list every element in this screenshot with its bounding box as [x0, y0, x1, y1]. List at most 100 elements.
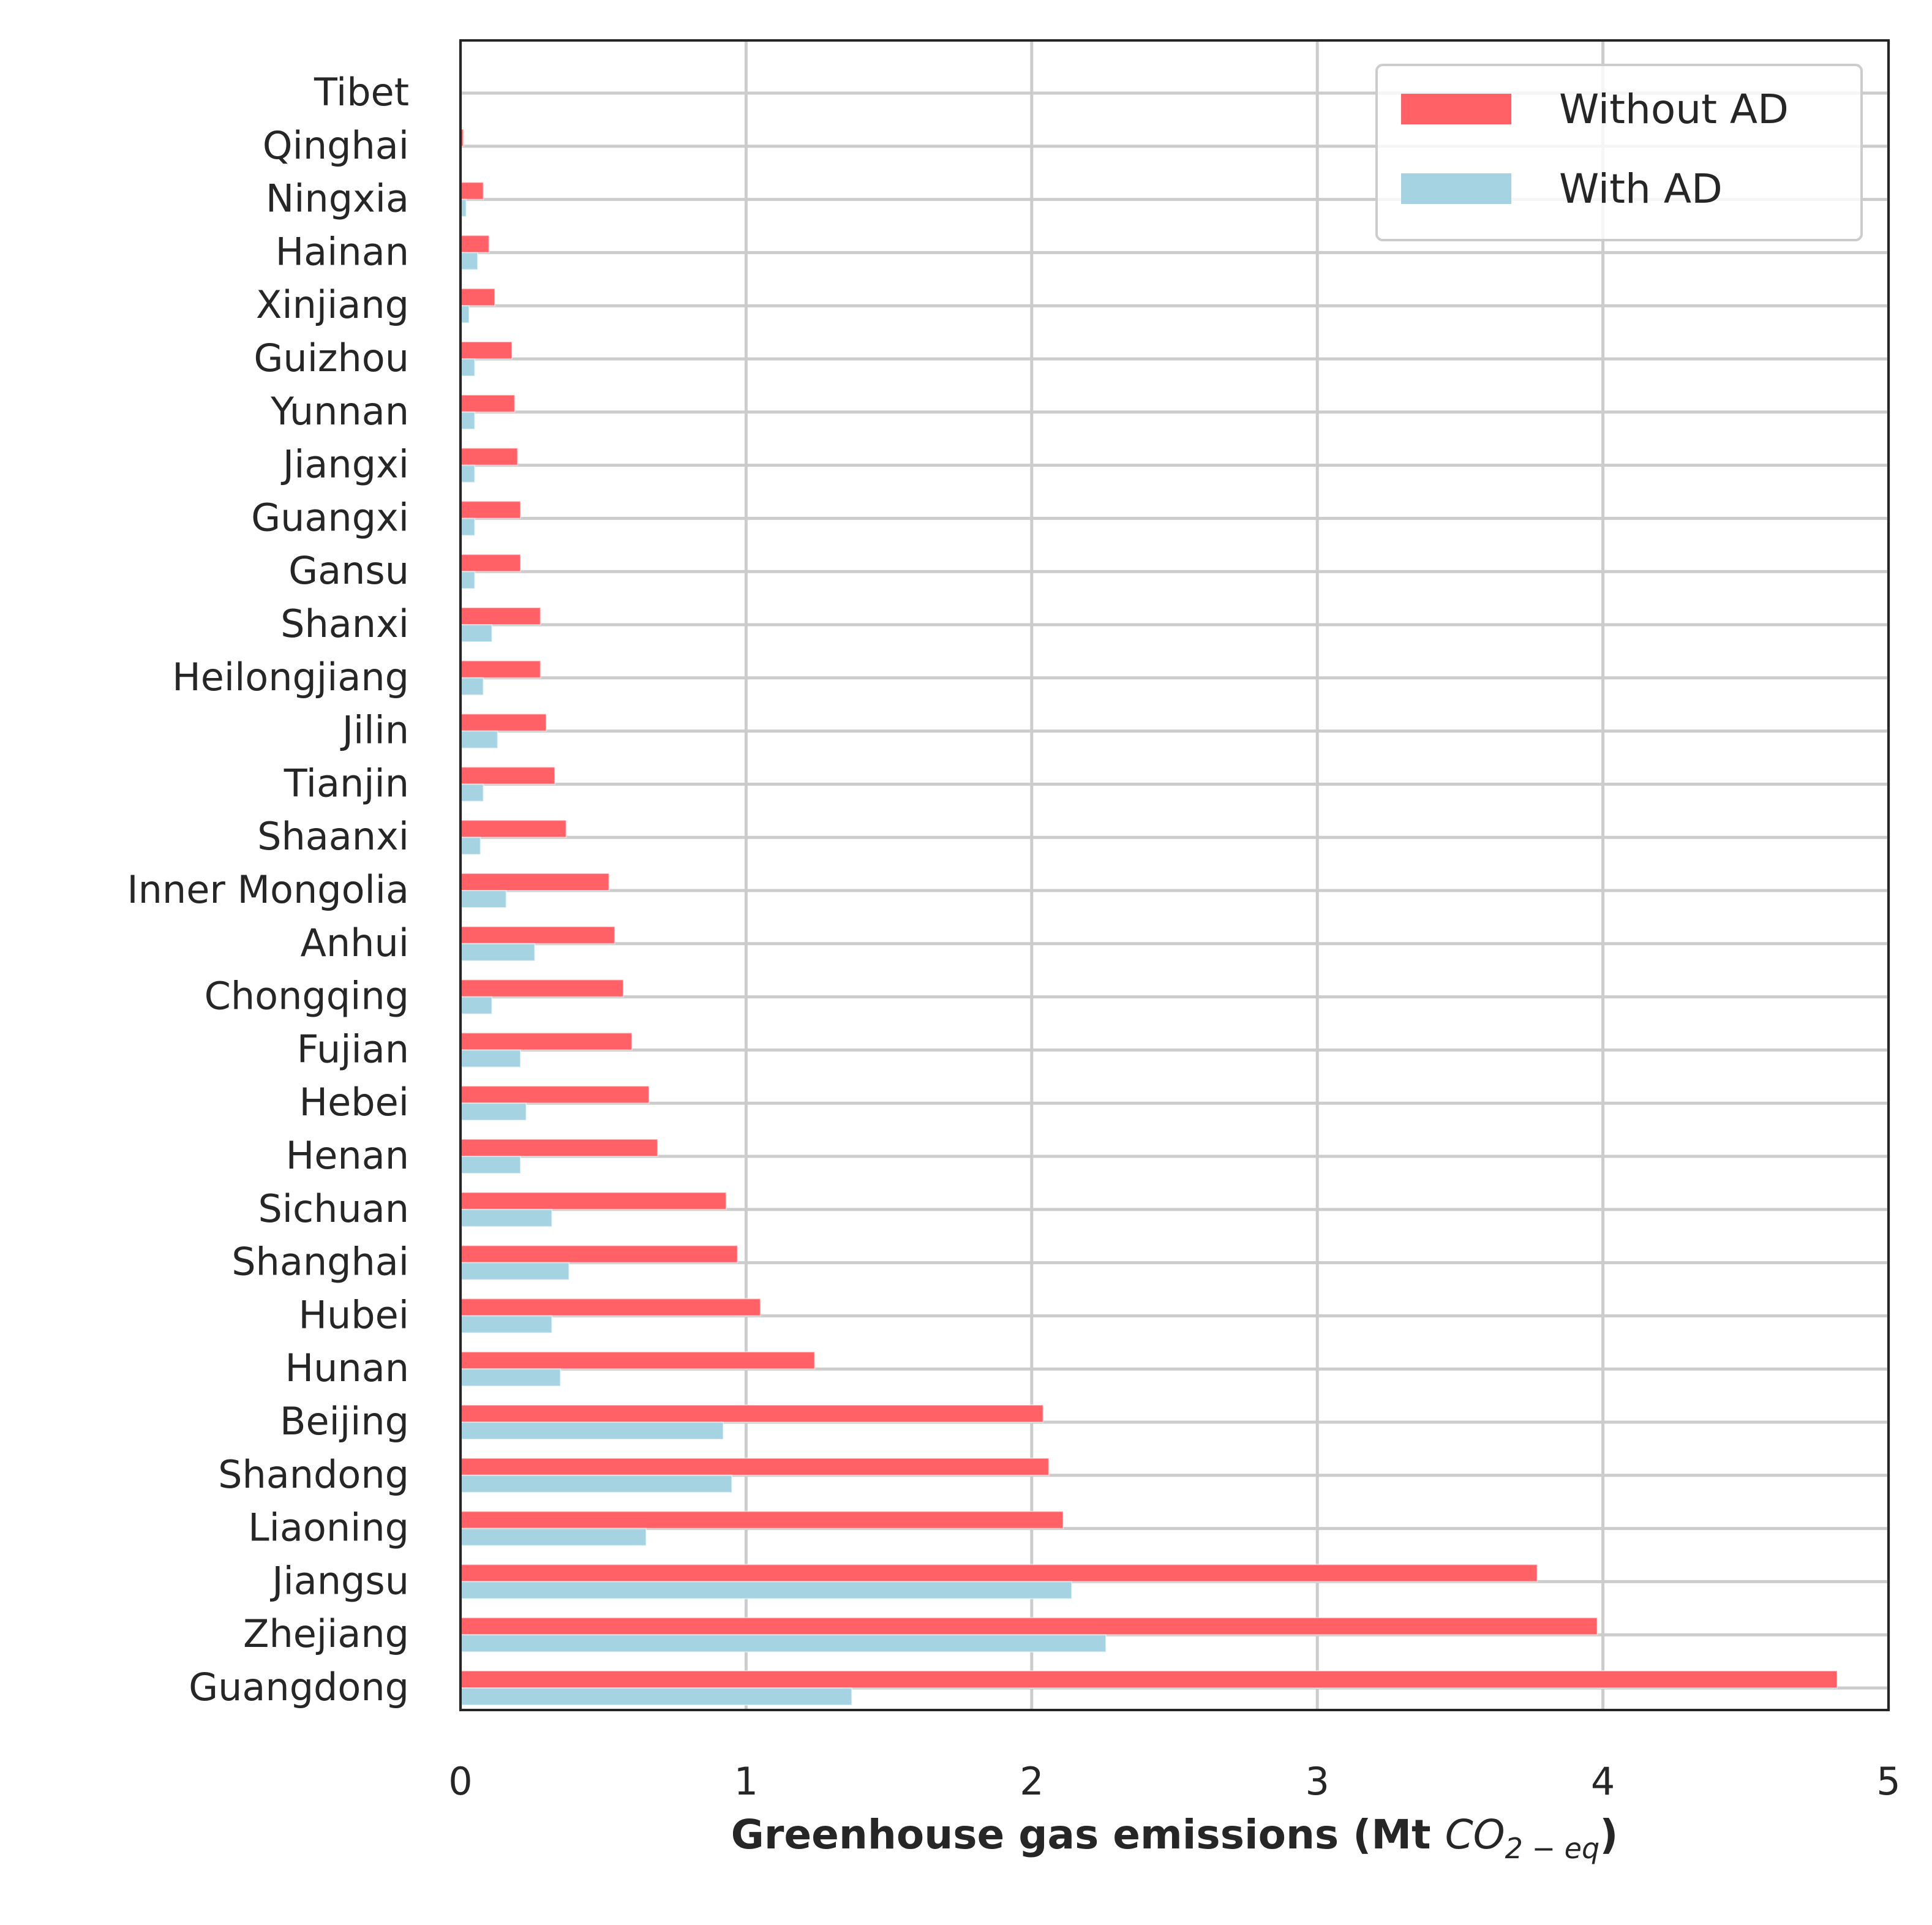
bar-without-ad — [460, 1191, 727, 1210]
category-label: Tianjin — [284, 761, 409, 805]
bar-with-ad — [460, 890, 507, 908]
bar-with-ad — [460, 1315, 553, 1334]
bar-with-ad — [460, 730, 498, 749]
category-label: Jilin — [340, 708, 409, 753]
category-label: Henan — [286, 1133, 409, 1178]
plot-frame — [459, 39, 1890, 1711]
x-tick-label: 2 — [1020, 1759, 1043, 1804]
bar-without-ad — [460, 181, 484, 200]
bar-with-ad — [460, 571, 476, 590]
bar-without-ad — [460, 1139, 658, 1157]
bar-without-ad — [460, 1085, 650, 1104]
x-tick-label: 1 — [734, 1759, 758, 1804]
bar-without-ad — [460, 979, 624, 998]
legend-swatch-with-ad — [1401, 173, 1511, 204]
bar-with-ad — [460, 783, 484, 802]
category-label: Fujian — [297, 1027, 409, 1071]
category-label: Hainan — [276, 229, 409, 274]
category-label: Liaoning — [248, 1505, 409, 1550]
legend-label-without-ad: Without AD — [1559, 86, 1789, 133]
category-label: Anhui — [300, 921, 409, 965]
bar-with-ad — [460, 518, 476, 537]
x-tick-labels: 0 1 2 3 4 5 — [448, 1759, 1900, 1804]
bar-without-ad — [460, 1032, 633, 1051]
bar-with-ad — [460, 677, 484, 696]
category-label: Hunan — [285, 1346, 410, 1390]
category-label: Guangxi — [251, 495, 409, 540]
bar-with-ad — [460, 1687, 852, 1706]
bar-without-ad — [460, 1245, 739, 1264]
bar-with-ad — [460, 1581, 1073, 1600]
bar-without-ad — [460, 500, 521, 519]
category-label: Qinghai — [263, 123, 409, 168]
category-label: Zhejiang — [243, 1611, 409, 1656]
bar-with-ad — [460, 943, 536, 962]
category-label: Tibet — [314, 70, 409, 115]
bar-without-ad — [460, 873, 610, 891]
bar-with-ad — [460, 411, 476, 430]
bar-with-ad — [460, 464, 476, 483]
category-label: Chongqing — [205, 974, 409, 1019]
bar-without-ad — [460, 1404, 1044, 1423]
bar-without-ad — [460, 235, 490, 254]
category-label: Jiangxi — [280, 442, 409, 487]
bar-with-ad — [460, 252, 478, 271]
category-label: Gansu — [288, 548, 409, 593]
bar-without-ad — [460, 1564, 1538, 1583]
category-label: Yunnan — [270, 389, 409, 434]
x-tick-label: 4 — [1591, 1759, 1615, 1804]
bar-with-ad — [460, 837, 481, 856]
bar-without-ad — [460, 341, 513, 360]
bar-without-ad — [460, 554, 521, 573]
bar-with-ad — [460, 1422, 724, 1440]
bar-without-ad — [460, 1670, 1838, 1689]
bar-with-ad — [460, 1634, 1107, 1653]
category-label: Shanghai — [231, 1240, 409, 1284]
category-label: Hebei — [299, 1080, 410, 1124]
category-label: Shaanxi — [257, 814, 409, 859]
category-label: Hubei — [298, 1292, 409, 1337]
category-label: Beijing — [280, 1399, 409, 1444]
bar-with-ad — [460, 1156, 521, 1174]
bar-with-ad — [460, 1368, 562, 1387]
bar-with-ad — [460, 1262, 570, 1281]
bar-without-ad — [460, 660, 541, 679]
category-label: Sichuan — [258, 1186, 409, 1231]
category-label: Jiangsu — [269, 1558, 409, 1603]
category-label: Heilongjiang — [172, 655, 409, 699]
bar-with-ad — [460, 1208, 553, 1227]
bar-without-ad — [460, 1457, 1050, 1476]
bar-with-ad — [460, 624, 493, 642]
bar-with-ad — [460, 358, 476, 377]
bar-with-ad — [460, 305, 470, 324]
bar-without-ad — [460, 766, 555, 785]
category-label: Shandong — [218, 1452, 409, 1497]
bar-without-ad — [460, 288, 495, 307]
legend-swatch-without-ad — [1401, 94, 1511, 124]
category-label: Guangdong — [189, 1665, 409, 1709]
bar-without-ad — [460, 394, 516, 413]
bar-without-ad — [460, 1510, 1064, 1529]
grid-lines — [459, 40, 1890, 1710]
bar-without-ad — [460, 1298, 761, 1317]
bar-without-ad — [460, 1351, 816, 1370]
bar-with-ad — [460, 1528, 647, 1546]
x-axis-label: Greenhouse gas emissions (Mt CO2 − eq) — [731, 1811, 1618, 1865]
bar-without-ad — [460, 1617, 1598, 1636]
bar-without-ad — [460, 447, 519, 466]
category-label: Xinjiang — [256, 282, 409, 327]
category-label: Shanxi — [280, 601, 409, 646]
bar-with-ad — [460, 1474, 733, 1493]
category-label: Inner Mongolia — [127, 867, 409, 912]
bar-without-ad — [460, 925, 615, 944]
bar-without-ad — [460, 819, 567, 838]
bar-with-ad — [460, 1102, 527, 1121]
x-tick-label: 0 — [448, 1759, 472, 1804]
legend-label-with-ad: With AD — [1559, 165, 1723, 213]
x-tick-label: 3 — [1305, 1759, 1329, 1804]
bar-without-ad — [460, 607, 541, 625]
category-label: Guizhou — [254, 336, 409, 380]
bar-with-ad — [460, 1049, 521, 1068]
category-label: Ningxia — [266, 176, 409, 221]
